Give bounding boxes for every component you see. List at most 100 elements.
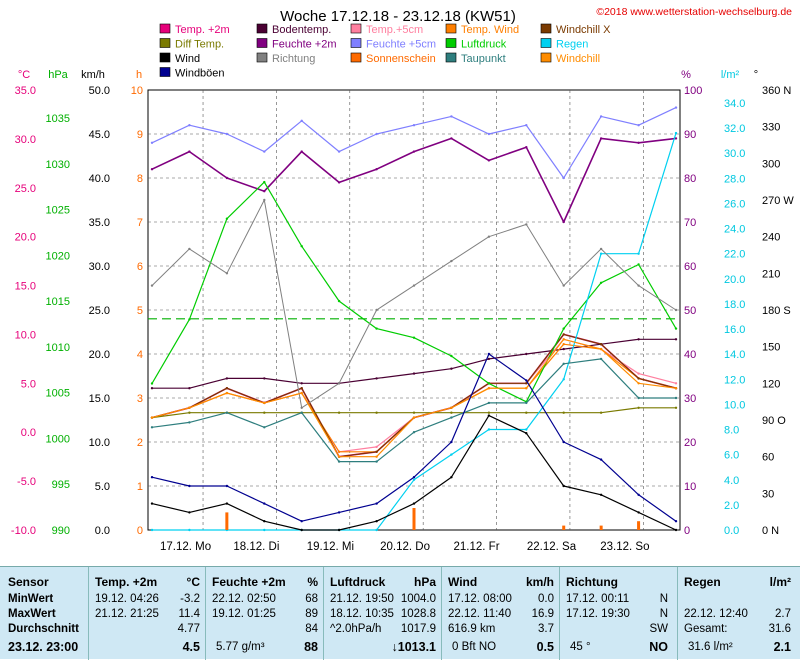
stats-wind-min-time: 17.12. 08:00	[448, 593, 512, 605]
legend-swatch	[159, 38, 171, 48]
data-point-bodentemp	[188, 387, 191, 390]
stats-press-current: ↓1013.1	[391, 640, 436, 654]
axis-tick-hum: 20	[684, 437, 696, 449]
legend-swatch	[350, 38, 362, 48]
stats-dir-current: NO	[649, 640, 668, 654]
data-point-diff-temp	[562, 411, 565, 414]
data-point-feuchte-2m	[599, 137, 603, 140]
data-point-wind	[263, 520, 266, 523]
stats-hum-max: 89	[305, 608, 318, 620]
data-point-diff-temp	[637, 406, 640, 409]
axis-tick-rain: 30.0	[724, 148, 745, 160]
axis-unit-dir: °	[754, 69, 758, 81]
day-label: 21.12. Fr	[454, 541, 500, 553]
data-point-windb-en	[263, 502, 266, 505]
data-point-bodentemp	[150, 387, 154, 390]
data-point-windchill	[487, 387, 491, 390]
data-point-windchill	[674, 387, 678, 390]
stats-wind-header: Wind	[448, 575, 478, 589]
data-point-feuchte-5cm	[525, 124, 528, 127]
axis-tick-wind: 15.0	[89, 393, 110, 405]
axis-tick-press: 1025	[46, 205, 70, 217]
axis-tick-rain: 24.0	[724, 224, 745, 236]
data-point-diff-temp	[412, 411, 416, 414]
data-point-diff-temp	[375, 411, 378, 414]
data-point-feuchte-2m	[450, 137, 453, 140]
data-point-taupunkt	[525, 401, 528, 405]
stats-wind-current: 0.5	[536, 640, 554, 654]
data-point-feuchte-5cm	[562, 176, 565, 180]
stats-hum-min-time: 22.12. 02:50	[212, 593, 276, 605]
data-point-feuchte-2m	[225, 176, 229, 180]
axis-tick-rain: 22.0	[724, 249, 745, 261]
data-point-feuchte-5cm	[599, 115, 603, 118]
data-point-windb-en	[150, 476, 154, 479]
stats-rain-max: 2.7	[775, 608, 791, 620]
data-point-richtung	[375, 308, 378, 312]
axis-tick-rain: 12.0	[724, 374, 745, 386]
data-point-windchill-x	[637, 377, 640, 380]
data-point-luftdruck	[300, 245, 303, 248]
data-point-wind	[674, 528, 678, 532]
legend-label: Diff Temp.	[175, 39, 224, 51]
axis-unit-hum: %	[681, 69, 691, 81]
stats-temp-max-time: 21.12. 21:25	[95, 608, 159, 620]
stats-row-max: MaxWert	[8, 608, 56, 620]
data-point-windb-en	[300, 520, 303, 523]
axis-tick-dir: 30	[762, 488, 774, 500]
stats-temp-min: -3.2	[180, 593, 200, 605]
axis-tick-wind: 40.0	[89, 173, 110, 185]
data-point-windchill	[150, 416, 154, 419]
data-point-feuchte-5cm	[263, 150, 266, 153]
axis-tick-wind: 20.0	[89, 349, 110, 361]
axis-tick-temp: 20.0	[15, 232, 36, 244]
axis-tick-dir: 240	[762, 232, 780, 244]
data-point-bodentemp	[525, 352, 528, 356]
data-point-richtung	[225, 272, 229, 275]
data-point-regen	[263, 528, 266, 532]
axis-tick-sun: 7	[137, 217, 143, 229]
axis-tick-wind: 30.0	[89, 261, 110, 273]
data-point-windb-en	[637, 493, 640, 496]
sunshine-bar	[412, 508, 416, 530]
data-point-windchill	[263, 401, 266, 405]
axis-tick-sun: 9	[137, 129, 143, 141]
data-point-taupunkt	[599, 357, 603, 361]
day-label: 22.12. Sa	[527, 541, 577, 553]
axis-tick-temp: -5.0	[17, 476, 36, 488]
stats-temp-header: Temp. +2m	[95, 575, 158, 589]
data-point-regen	[375, 528, 378, 532]
data-point-feuchte-5cm	[225, 132, 229, 136]
stats-rain-unit: l/m²	[769, 575, 791, 589]
axis-tick-rain: 26.0	[724, 198, 745, 210]
stats-wind-col: Wind km/h 17.12. 08:00 0.0 22.12. 11:40 …	[441, 567, 560, 660]
axis-tick-press: 1035	[46, 113, 70, 125]
axis-tick-temp: -10.0	[11, 525, 36, 537]
stats-press-unit: hPa	[413, 575, 436, 589]
axis-tick-rain: 32.0	[724, 123, 745, 135]
data-point-regen	[674, 131, 678, 135]
legend-swatch	[256, 38, 268, 48]
legend-swatch	[159, 67, 171, 77]
data-point-wind	[188, 511, 191, 514]
data-point-richtung	[188, 247, 191, 251]
stats-row-avg: Durchschnitt	[8, 623, 79, 635]
day-label: 19.12. Mi	[307, 541, 354, 553]
stats-dir-max-time: 17.12. 19:30	[566, 608, 630, 620]
stats-press-header: Luftdruck	[330, 575, 386, 589]
data-point-temp-5cm	[674, 382, 678, 385]
stats-temp-col: Temp. +2m °C 19.12. 04:26 -3.2 21.12. 21…	[88, 567, 206, 660]
day-label: 18.12. Di	[233, 541, 279, 553]
stats-wind-max-time: 22.12. 11:40	[448, 608, 512, 620]
axis-tick-dir: 300	[762, 158, 780, 170]
legend-swatch	[445, 38, 457, 48]
axis-tick-hum: 90	[684, 129, 696, 141]
legend-label: Feuchte +5cm	[366, 39, 436, 51]
weather-chart: Woche 17.12.18 - 23.12.18 (KW51) ©2018 ww…	[11, 6, 794, 553]
data-point-taupunkt	[487, 401, 491, 405]
data-point-luftdruck	[674, 327, 678, 330]
axis-tick-rain: 14.0	[724, 349, 745, 361]
axis-tick-wind: 5.0	[95, 481, 110, 493]
axis-tick-rain: 20.0	[724, 274, 745, 286]
data-point-feuchte-5cm	[150, 141, 154, 144]
